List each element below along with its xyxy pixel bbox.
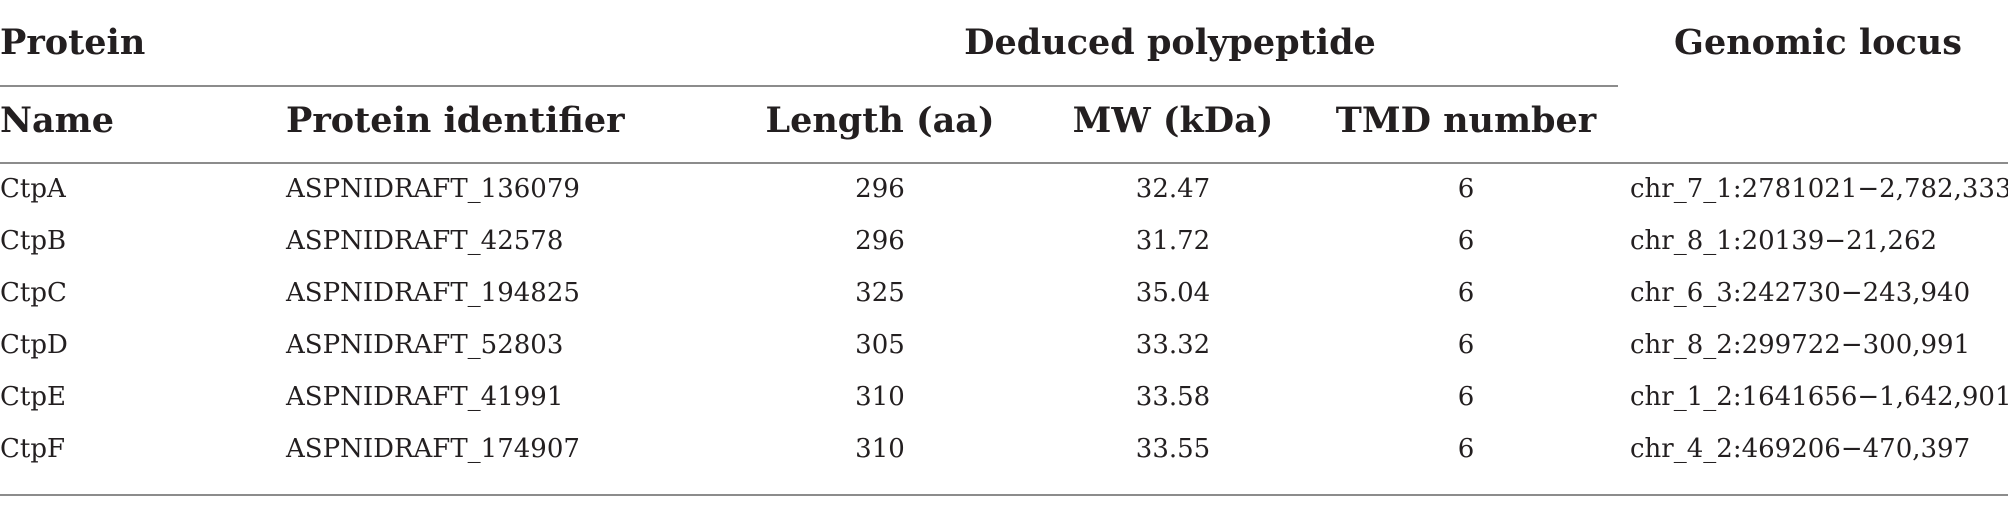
cell-identifier: ASPNIDRAFT_174907 [286,434,580,464]
cell-name: CtpB [0,226,67,256]
cell-name: CtpF [0,434,66,464]
header-name: Name [0,100,114,141]
cell-locus: chr_7_1:2781021−2,782,333 [1630,174,2008,204]
header-group-deduced-polypeptide: Deduced polypeptide [964,22,1376,63]
cell-name: CtpD [0,330,68,360]
cell-length: 296 [855,174,905,204]
cell-length: 325 [855,278,905,308]
cell-mw: 33.58 [1135,382,1211,412]
cell-locus: chr_1_2:1641656−1,642,901 [1630,382,2008,412]
cell-identifier: ASPNIDRAFT_194825 [286,278,580,308]
cell-tmd: 6 [1457,330,1475,360]
cell-mw: 31.72 [1135,226,1211,256]
cell-length: 305 [855,330,905,360]
header-mw: MW (kDa) [1072,100,1274,141]
cell-mw: 35.04 [1135,278,1211,308]
header-protein-identifier: Protein identifier [286,100,625,141]
cell-identifier: ASPNIDRAFT_136079 [286,174,580,204]
cell-mw: 33.32 [1135,330,1211,360]
cell-identifier: ASPNIDRAFT_42578 [286,226,564,256]
cell-identifier: ASPNIDRAFT_41991 [286,382,564,412]
header-group-protein: Protein [0,22,146,63]
cell-locus: chr_4_2:469206−470,397 [1630,434,1971,464]
cell-name: CtpA [0,174,66,204]
cell-length: 310 [855,434,905,464]
table-bottom-rule [0,494,2008,496]
cell-locus: chr_6_3:242730−243,940 [1630,278,1971,308]
cell-length: 296 [855,226,905,256]
cell-locus: chr_8_2:299722−300,991 [1630,330,1971,360]
header-rule [0,162,2008,164]
group-header-rule [0,85,1618,87]
header-length: Length (aa) [765,100,995,141]
header-group-genomic-locus: Genomic locus [1674,22,1962,63]
cell-name: CtpC [0,278,67,308]
cell-length: 310 [855,382,905,412]
cell-tmd: 6 [1457,278,1475,308]
cell-tmd: 6 [1457,382,1475,412]
cell-mw: 33.55 [1135,434,1211,464]
cell-locus: chr_8_1:20139−21,262 [1630,226,1938,256]
cell-name: CtpE [0,382,66,412]
cell-tmd: 6 [1457,174,1475,204]
header-tmd-number: TMD number [1335,100,1597,141]
cell-identifier: ASPNIDRAFT_52803 [286,330,564,360]
cell-tmd: 6 [1457,434,1475,464]
cell-mw: 32.47 [1135,174,1211,204]
cell-tmd: 6 [1457,226,1475,256]
